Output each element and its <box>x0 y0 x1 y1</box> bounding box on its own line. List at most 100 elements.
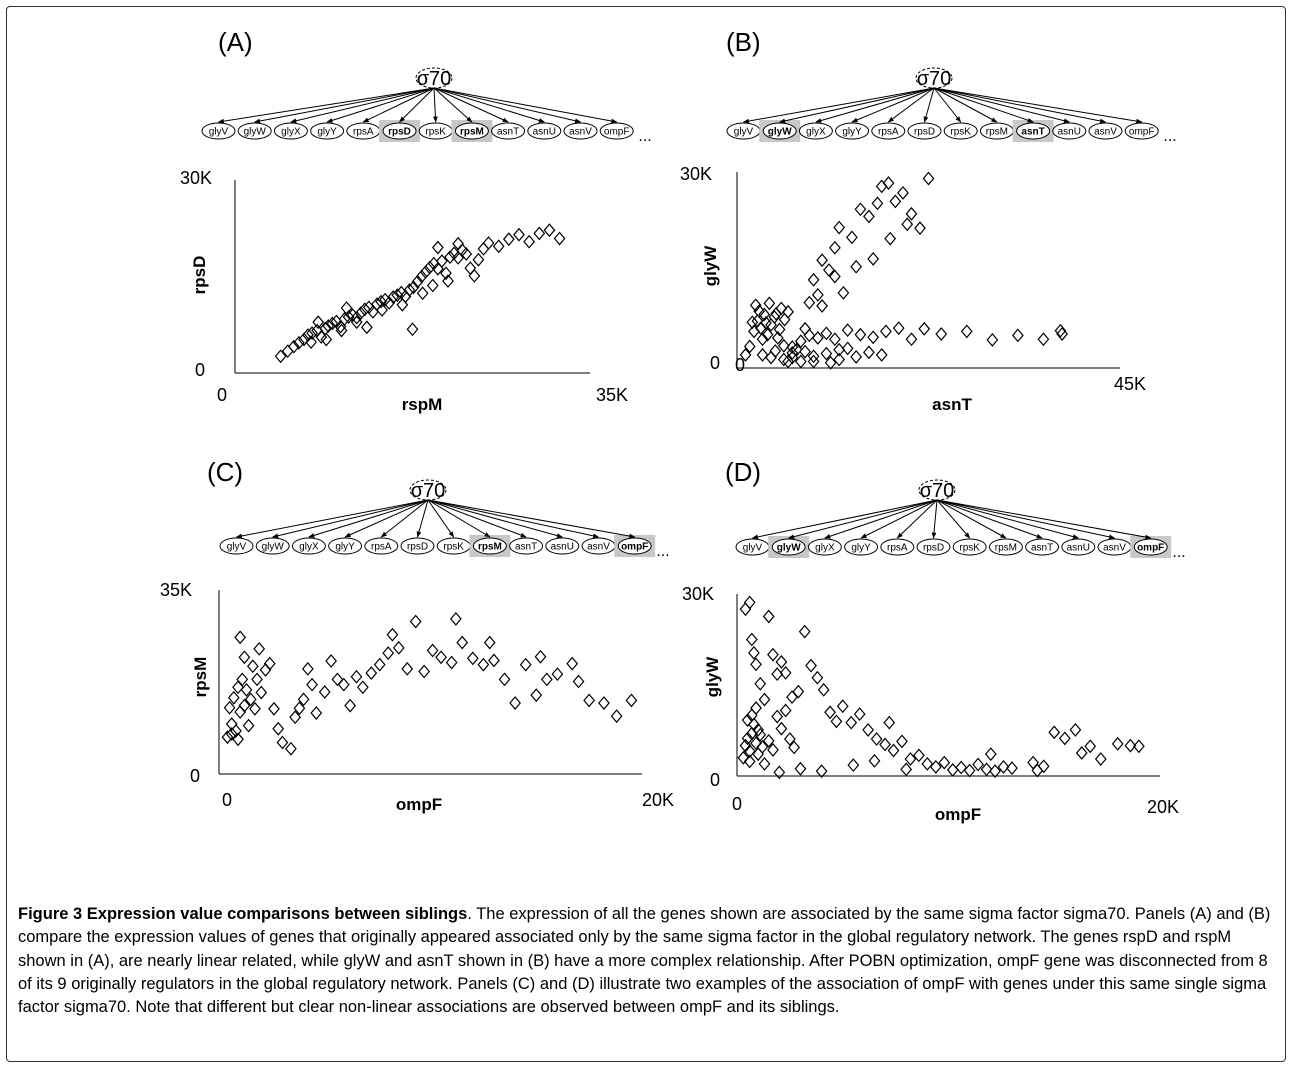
gene-node <box>1052 122 1087 140</box>
gene-node <box>219 537 254 555</box>
data-point <box>572 674 585 689</box>
regulation-arrow <box>380 499 429 538</box>
data-point <box>752 722 765 737</box>
data-point <box>743 754 756 769</box>
data-point <box>758 307 771 322</box>
gene-label: glyX <box>806 127 826 138</box>
data-point <box>297 692 310 707</box>
data-point <box>767 742 779 757</box>
data-point <box>904 752 917 766</box>
data-point <box>1048 725 1061 740</box>
data-point <box>760 315 772 330</box>
gene-label: glyY <box>317 127 337 138</box>
gene-label: ompF <box>621 542 648 553</box>
data-point <box>863 209 875 224</box>
data-point <box>880 324 892 339</box>
gene-node <box>835 122 870 140</box>
gene-label: rpsM <box>460 127 484 138</box>
data-point <box>386 627 399 642</box>
data-point <box>238 698 251 713</box>
regulation-arrow <box>933 87 1034 123</box>
data-point <box>762 609 775 624</box>
data-point <box>901 217 914 232</box>
regulation-arrow <box>742 87 935 124</box>
data-point <box>373 657 386 672</box>
data-point <box>739 602 752 617</box>
gene-label: rpsM <box>478 542 502 553</box>
data-point <box>435 650 447 665</box>
data-point <box>1037 332 1050 347</box>
data-point <box>737 750 750 765</box>
gene-label: asnT <box>515 542 537 553</box>
data-point <box>824 355 837 370</box>
regulation-arrow <box>936 499 1079 539</box>
data-point <box>1027 755 1039 770</box>
data-point <box>767 647 779 662</box>
data-point <box>1124 738 1137 753</box>
data-point <box>887 743 900 758</box>
data-point <box>350 315 363 330</box>
data-point <box>227 690 240 705</box>
panel-label: (A) <box>218 27 253 57</box>
regulation-arrow <box>936 499 1043 539</box>
data-point <box>935 327 948 341</box>
data-point <box>418 664 431 679</box>
gene-node <box>880 538 915 556</box>
data-point <box>236 672 249 687</box>
data-point <box>274 349 287 364</box>
regulation-arrow <box>931 499 938 539</box>
data-point <box>530 688 543 703</box>
data-point <box>234 705 247 719</box>
data-point <box>240 682 253 697</box>
data-point <box>922 171 935 186</box>
y-tick-label: 35K <box>160 580 192 600</box>
data-point <box>955 760 968 775</box>
panel-d: (D) σ70 glyV glyW glyX glyY rpsA rpsD rpsK rpsM as… <box>682 457 1186 824</box>
data-point <box>850 349 863 364</box>
gene-label: asnV <box>1103 543 1126 554</box>
data-point <box>775 721 788 736</box>
data-point <box>771 331 784 345</box>
data-point <box>1054 323 1067 338</box>
data-point <box>276 735 289 750</box>
data-point <box>960 324 973 339</box>
data-point <box>984 747 997 762</box>
sigma-label: σ70 <box>417 68 452 90</box>
regulation-arrow <box>416 499 429 538</box>
regulation-arrow <box>815 87 935 123</box>
data-point <box>583 693 596 708</box>
data-point <box>403 283 416 297</box>
data-point <box>884 231 897 246</box>
gene-node <box>563 122 598 140</box>
data-point <box>392 640 405 655</box>
data-point <box>519 657 532 672</box>
gene-ellipsis: ... <box>656 543 669 560</box>
data-point <box>775 655 788 669</box>
gene-label: asnT <box>497 127 519 138</box>
data-point <box>779 703 792 718</box>
gene-node <box>871 122 906 140</box>
data-point <box>868 753 881 768</box>
data-point <box>293 701 306 716</box>
gene-label: asnT <box>1031 543 1053 554</box>
data-point <box>318 685 331 699</box>
data-point <box>1084 739 1097 754</box>
panel-label: (C) <box>207 457 243 487</box>
data-point <box>331 672 344 687</box>
gene-label: asnV <box>1094 127 1117 138</box>
gene-label: rpsD <box>923 543 944 554</box>
data-point <box>938 755 951 770</box>
data-point <box>376 303 388 317</box>
x-tick-label: 35K <box>596 385 628 405</box>
panel-c: (C) σ70 glyV glyW glyX glyY rpsA rpsD rpsK rpsM as… <box>160 457 674 814</box>
data-point <box>396 297 409 312</box>
data-point <box>743 339 756 354</box>
gene-label: rpsM <box>995 543 1017 554</box>
data-point <box>513 227 525 242</box>
data-point <box>900 762 913 777</box>
gene-node <box>454 122 489 140</box>
gene-label: asnU <box>1067 543 1090 554</box>
figure-frame <box>6 6 1286 1062</box>
regulation-arrow <box>933 87 962 123</box>
gene-ellipsis: ... <box>1163 128 1176 145</box>
